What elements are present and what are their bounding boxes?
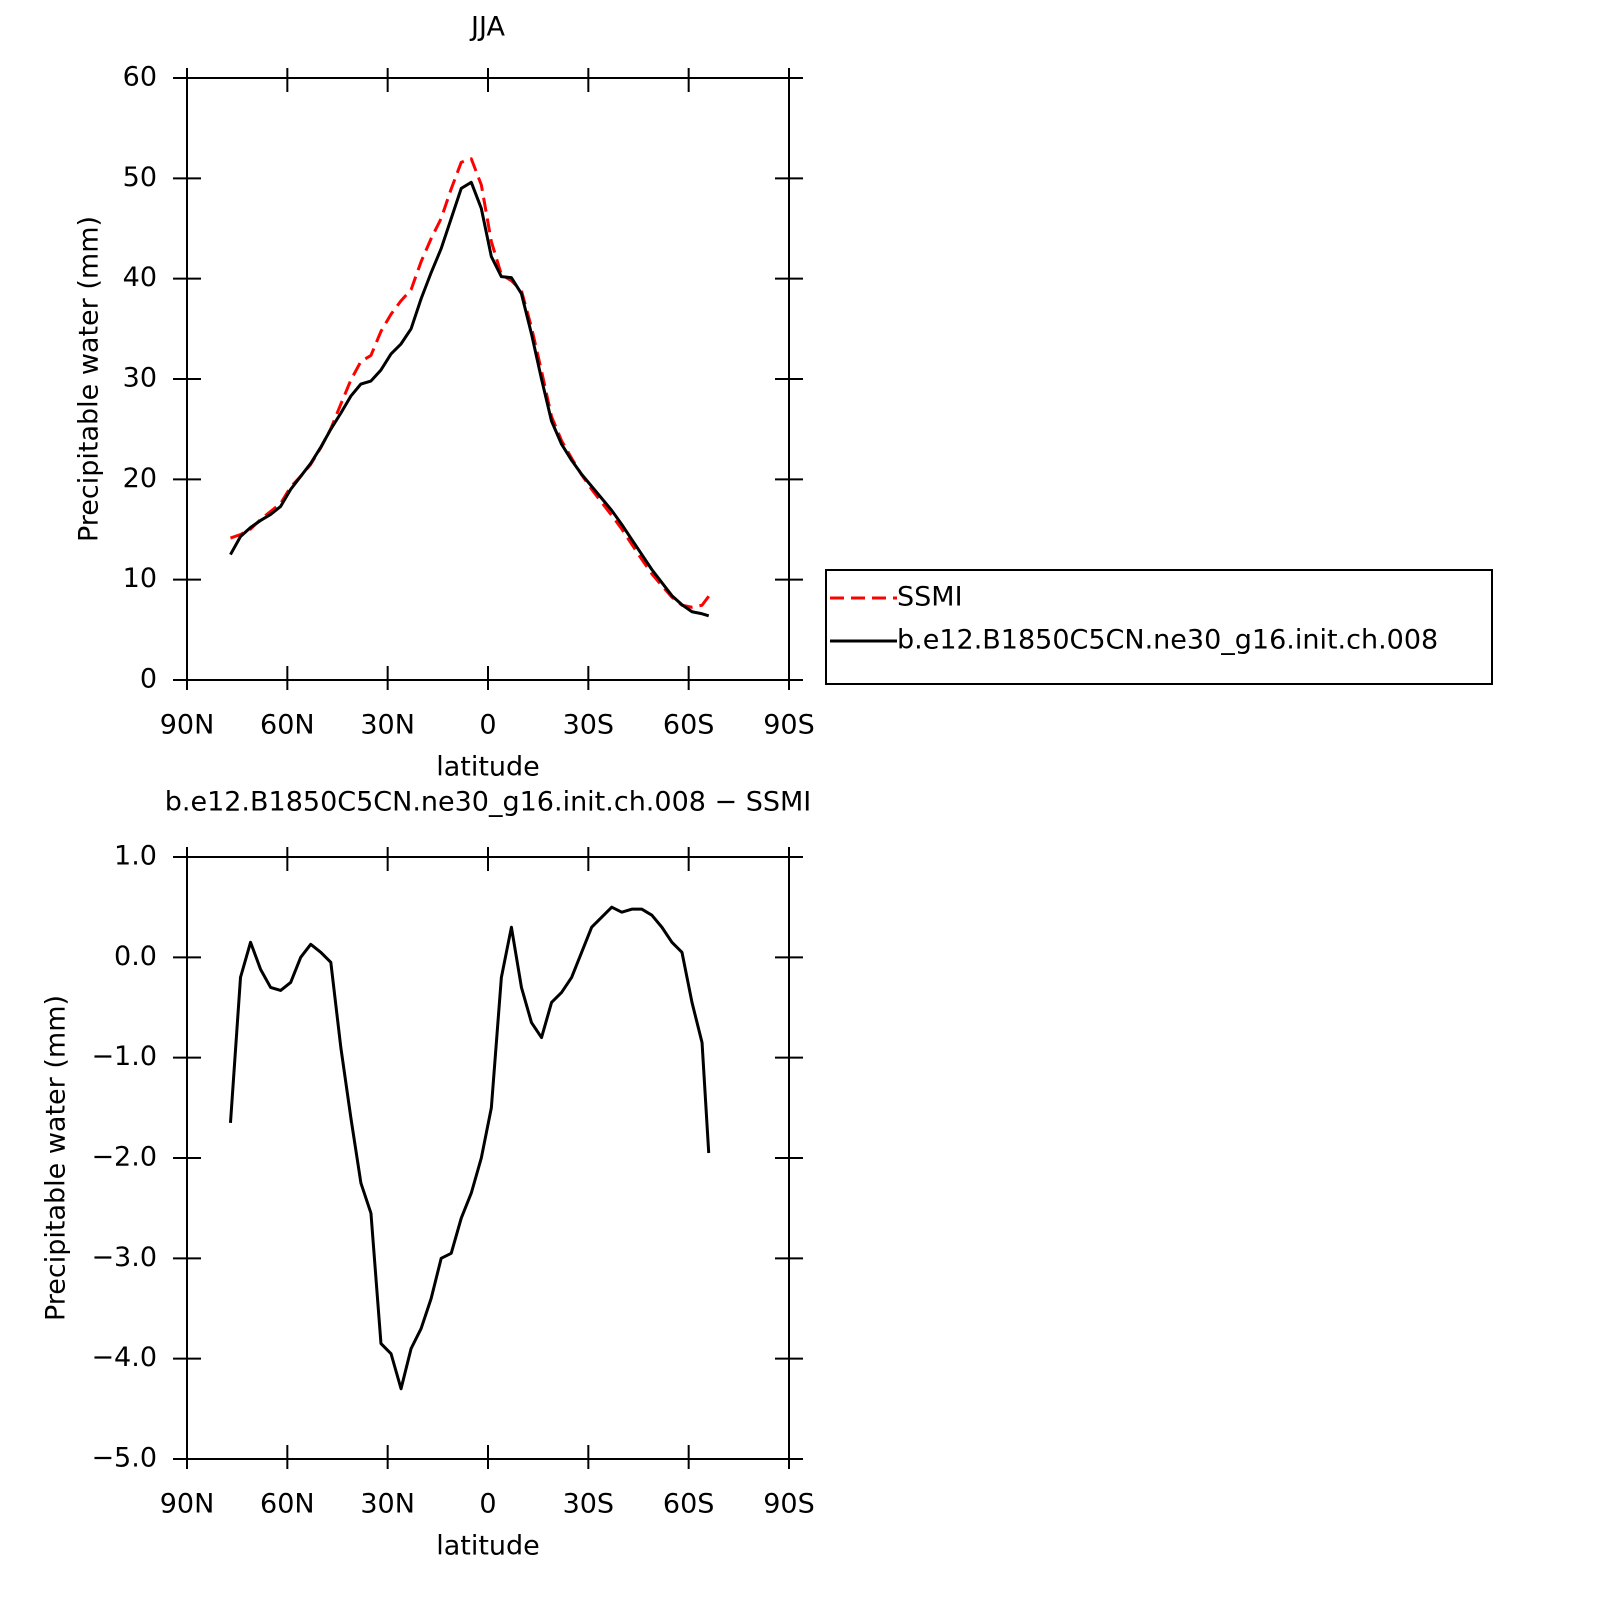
- x-tick-label: 90S: [763, 710, 815, 741]
- x-axis-label: latitude: [436, 1531, 540, 1562]
- series-line: [229, 157, 710, 609]
- y-tick-label: 1.0: [114, 841, 157, 872]
- x-tick-label: 60N: [260, 710, 315, 741]
- x-tick-label: 30S: [563, 1489, 615, 1520]
- x-tick-label: 0: [479, 1489, 496, 1520]
- x-tick-label: 60S: [663, 1489, 715, 1520]
- x-tick-label: 60S: [663, 710, 715, 741]
- x-tick-label: 60N: [260, 1489, 315, 1520]
- x-tick-label: 30N: [360, 1489, 415, 1520]
- y-tick-label: −4.0: [91, 1342, 157, 1373]
- chart-title: JJA: [469, 12, 505, 43]
- plot-frame: [186, 856, 790, 1460]
- y-tick-label: −5.0: [91, 1443, 157, 1474]
- y-tick-label: 0.0: [114, 941, 157, 972]
- y-tick-label: −1.0: [91, 1041, 157, 1072]
- y-tick-label: 30: [123, 363, 157, 394]
- y-tick-label: 20: [123, 463, 157, 494]
- x-tick-label: 0: [479, 710, 496, 741]
- y-tick-label: −3.0: [91, 1242, 157, 1273]
- x-tick-label: 30S: [563, 710, 615, 741]
- x-tick-label: 90S: [763, 1489, 815, 1520]
- series-line: [229, 180, 710, 618]
- legend-label: SSMI: [897, 582, 963, 613]
- y-tick-label: 60: [123, 62, 157, 93]
- plot-frame: [186, 77, 790, 681]
- chart-title: b.e12.B1850C5CN.ne30_g16.init.ch.008 − S…: [165, 787, 812, 818]
- x-axis-label: latitude: [436, 752, 540, 783]
- x-tick-label: 90N: [160, 1489, 215, 1520]
- x-tick-label: 90N: [160, 710, 215, 741]
- x-tick-label: 30N: [360, 710, 415, 741]
- y-axis-label: Precipitable water (mm): [74, 216, 105, 542]
- legend-label: b.e12.B1850C5CN.ne30_g16.init.ch.008: [897, 625, 1438, 656]
- y-tick-label: 0: [140, 664, 157, 695]
- series-line: [228, 905, 711, 1391]
- y-axis-label: Precipitable water (mm): [41, 995, 72, 1321]
- y-tick-label: −2.0: [91, 1142, 157, 1173]
- y-tick-label: 40: [123, 262, 157, 293]
- y-tick-label: 50: [123, 162, 157, 193]
- y-tick-label: 10: [123, 563, 157, 594]
- legend-box: [825, 569, 1493, 685]
